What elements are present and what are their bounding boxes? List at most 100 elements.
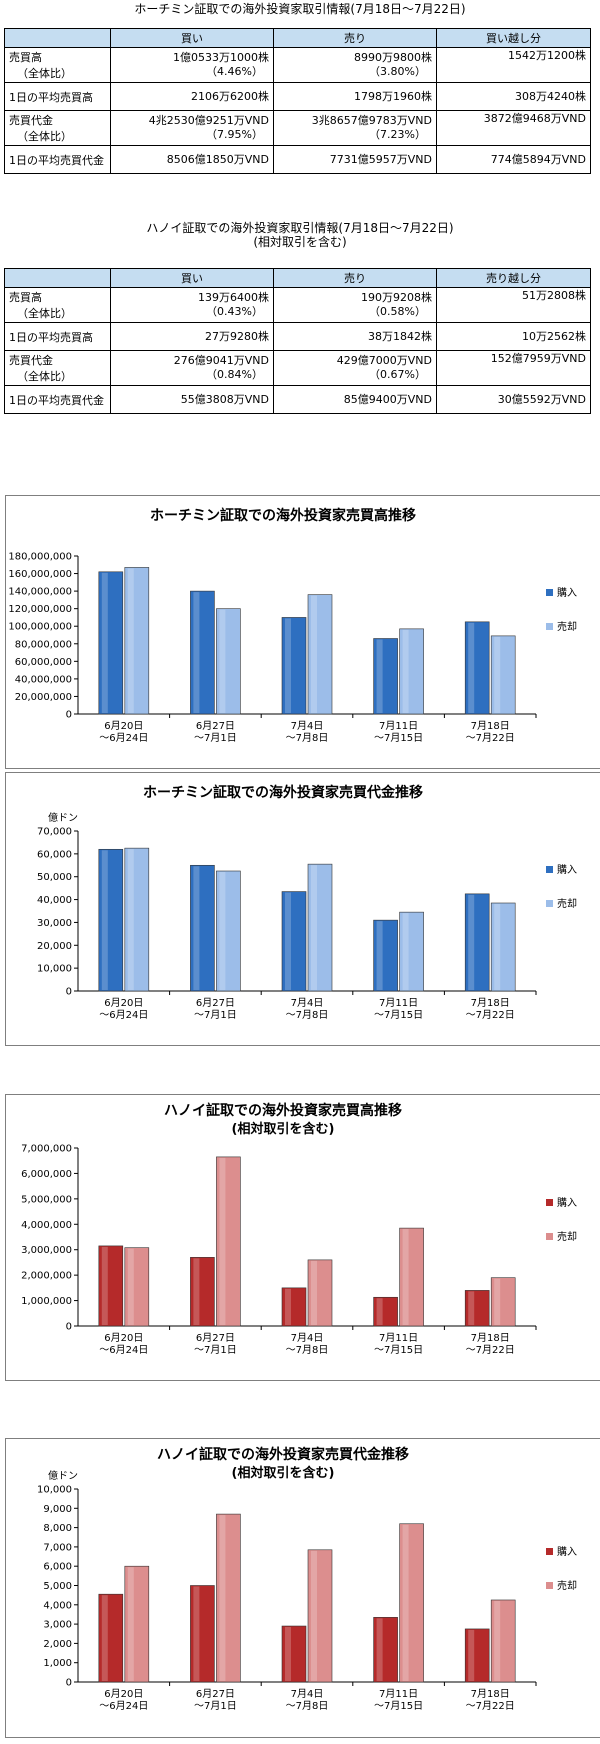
y-tick-label: 50,000 <box>37 872 72 883</box>
y-tick-label: 4,000 <box>43 1600 72 1611</box>
bar-highlight <box>101 1246 108 1325</box>
net-cell: 51万2808株 <box>436 287 591 323</box>
chart-subtitle: (相対取引を含む) <box>232 1465 335 1481</box>
bar-highlight <box>193 1258 200 1325</box>
row-label: 1日の平均売買高 <box>4 82 111 111</box>
bar-highlight <box>193 592 200 713</box>
header-cell: 買い越し分 <box>436 28 591 48</box>
bar-sell <box>216 1513 241 1683</box>
y-tick-label: 160,000,000 <box>8 569 72 580</box>
net-cell: 1542万1200株 <box>436 47 591 83</box>
bar-highlight <box>219 1157 226 1325</box>
legend-label: 購入 <box>557 1545 577 1558</box>
y-unit-label: 億ドン <box>48 1469 78 1482</box>
header-cell: 買い <box>110 28 274 48</box>
bar-buy <box>98 1593 124 1683</box>
hcm-volume-chart: ホーチミン証取での海外投資家売買高推移 0 20,000,000 40,000,000… <box>5 495 600 769</box>
y-tick-label: 10,000 <box>37 964 72 975</box>
bar-buy <box>190 1257 215 1327</box>
bar-highlight <box>193 1586 200 1681</box>
bar-buy <box>464 1290 490 1327</box>
bar-highlight <box>376 1298 383 1325</box>
table-row: 売買高 （全体比） 1億0533万1000株 （4.46%） 8990万9800株（… <box>4 47 591 83</box>
x-tick-label: 7月4日 <box>291 1688 324 1700</box>
legend-label: 売却 <box>557 620 577 633</box>
bar-highlight <box>311 865 317 990</box>
x-tick-label: 7月4日 <box>291 720 324 732</box>
y-tick-label: 3,000,000 <box>21 1245 72 1256</box>
hanoi-volume-chart: ハノイ証取での海外投資家売買高推移 (相対取引を含む) 0 1,000,000 2,00… <box>5 1094 600 1381</box>
x-tick-label: 6月27日 <box>196 1332 235 1344</box>
x-tick-label: 〜7月8日 <box>286 1009 329 1021</box>
buy-cell: 4兆2530億9251万VND （7.95%） <box>110 110 274 146</box>
row-label: 売買高 （全体比） <box>4 47 111 83</box>
bar-buy <box>464 893 490 992</box>
table-header-row: 買い 売り 買い越し分 <box>4 28 591 48</box>
x-tick-label: 〜6月24日 <box>99 732 148 744</box>
row-label: 売買代金 （全体比） <box>4 350 111 386</box>
bar-highlight <box>219 609 226 713</box>
y-tick-label: 1,000,000 <box>21 1296 72 1307</box>
x-tick-label: 〜7月8日 <box>286 1344 329 1356</box>
x-tick-label: 7月11日 <box>379 720 418 732</box>
legend-swatch <box>546 866 553 873</box>
legend-label: 購入 <box>557 863 577 876</box>
x-tick-label: 〜7月22日 <box>466 1009 515 1021</box>
y-tick-label: 2,000 <box>43 1639 72 1650</box>
y-tick-label: 0 <box>66 1322 72 1333</box>
bar-buy <box>281 891 307 992</box>
header-cell: 売り <box>273 28 437 48</box>
bar-sell <box>490 1277 516 1327</box>
y-tick-label: 0 <box>66 987 72 998</box>
header-cell <box>4 28 111 48</box>
bar-sell <box>124 567 150 715</box>
bar-highlight <box>101 850 108 990</box>
bar-highlight <box>468 1291 475 1325</box>
bar-sell <box>399 628 424 715</box>
bar-highlight <box>127 849 134 990</box>
bar-highlight <box>193 866 200 990</box>
bar-buy <box>190 864 215 992</box>
y-tick-label: 80,000,000 <box>15 639 72 650</box>
x-tick-label: 〜6月24日 <box>99 1700 148 1712</box>
bar-sell <box>124 847 150 992</box>
buy-cell: 2106万6200株 <box>110 82 274 111</box>
net-cell: 308万4240株 <box>436 82 591 111</box>
bar-highlight <box>402 913 409 990</box>
sell-cell: 38万1842株 <box>273 322 437 351</box>
x-tick-label: 〜6月24日 <box>99 1344 148 1356</box>
buy-cell: 276億9041万VND （0.84%） <box>110 350 274 386</box>
bar-highlight <box>101 572 108 713</box>
bar-buy <box>373 638 398 715</box>
bar-highlight <box>219 872 226 990</box>
hanoi-table-subtitle: (相対取引を含む) <box>253 235 347 249</box>
bar-sell <box>399 911 424 992</box>
header-cell: 買い <box>110 268 274 288</box>
bar-highlight <box>468 622 475 713</box>
y-tick-label: 6,000 <box>43 1562 72 1573</box>
bar-sell <box>307 863 333 992</box>
y-tick-label: 60,000,000 <box>15 657 72 668</box>
bar-highlight <box>468 894 475 990</box>
bar-highlight <box>219 1515 226 1681</box>
bar-sell <box>399 1523 424 1683</box>
hcm-info-table: 買い 売り 買い越し分 売買高 （全体比） 1億0533万1000株 （4.46%）… <box>4 28 591 174</box>
sell-cell: 7731億5957万VND <box>273 145 437 174</box>
chart-svg: ホーチミン証取での海外投資家売買高推移 0 20,000,000 40,000,000… <box>8 507 577 744</box>
y-tick-label: 120,000,000 <box>8 604 72 615</box>
bar-highlight <box>101 1595 108 1681</box>
y-tick-label: 70,000 <box>37 827 72 838</box>
sell-cell: 8990万9800株 （3.80%） <box>273 47 437 83</box>
bar-buy <box>98 1245 124 1327</box>
y-tick-label: 10,000 <box>37 1485 72 1496</box>
y-tick-label: 0 <box>66 1678 72 1689</box>
bar-buy <box>190 1585 215 1683</box>
hanoi-info-table: 買い 売り 売り越し分 売買高 （全体比） 139万6400株 （0.43%） 19… <box>4 268 591 414</box>
net-cell: 152億7959万VND <box>436 350 591 386</box>
y-tick-label: 3,000 <box>43 1620 72 1631</box>
row-label: 売買代金 （全体比） <box>4 110 111 146</box>
legend-swatch <box>546 900 553 907</box>
x-tick-label: 7月11日 <box>379 997 418 1009</box>
net-cell: 774億5894万VND <box>436 145 591 174</box>
